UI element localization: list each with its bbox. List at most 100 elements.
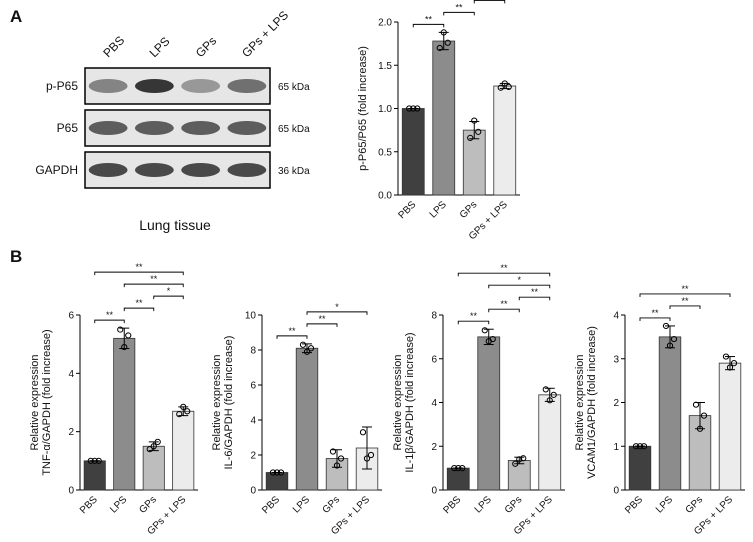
sig-bracket [94,319,125,324]
data-point [700,412,708,419]
y-tick-label: 2 [68,427,74,438]
y-axis-label: Relative expression [29,355,41,451]
x-tick-label: LPS [654,494,675,515]
y-tick-label: 0 [250,486,256,497]
lane-label: GPs [193,34,219,60]
y-axis-label: Relative expression [574,355,586,451]
data-point [363,455,371,462]
sig-label: * [335,302,339,312]
blot-band [227,121,267,135]
data-point [184,408,191,415]
bar [493,85,517,196]
y-axis-label: TNF-α/GAPDH (fold increase) [41,329,53,475]
data-point [444,39,451,46]
y-tick-label: 0.0 [378,191,392,202]
data-point [367,451,375,459]
data-point [146,446,153,453]
bar [295,347,319,491]
sig-bracket [123,307,155,312]
sig-bracket [412,23,445,28]
sig-label: ** [150,274,158,284]
x-tick-label: PBS [78,494,100,516]
lane-label: LPS [147,34,173,60]
error-bar [178,406,189,417]
data-point [410,105,417,112]
data-point [471,117,478,124]
data-point [303,348,311,355]
size-label: 36 kDa [278,166,310,177]
data-point [505,83,512,90]
blot-band [134,163,174,177]
bar [432,40,456,196]
panel-label: A [10,7,22,26]
data-point [640,443,648,450]
sig-bracket [443,11,475,16]
sig-label: ** [531,287,539,297]
data-point [273,469,281,476]
x-tick-label: LPS [291,494,312,515]
sig-bracket [518,296,551,301]
sig-label: ** [135,262,143,272]
y-tick-label: 1.5 [378,61,392,72]
y-tick-label: 2.0 [378,18,392,29]
sig-label: ** [425,14,433,24]
lane-label: GPs + LPS [239,8,291,60]
bar [401,108,425,196]
bar [172,410,195,491]
sig-label: ** [681,284,689,294]
x-tick-label: GPs [458,199,480,221]
sig-label: ** [135,298,143,308]
data-point [632,443,640,450]
data-point [150,443,157,450]
row-label: p-P65 [46,79,78,93]
y-tick-label: 0 [68,486,74,497]
blot-band [181,121,221,135]
sig-label: ** [500,299,508,309]
sig-bracket [123,283,184,288]
data-point [455,465,462,472]
data-point [696,425,704,432]
data-point [546,397,553,404]
y-axis-label: IL-1β/GAPDH (fold increase) [404,332,416,472]
sig-bracket [94,271,184,276]
size-label: 65 kDa [278,82,310,93]
x-tick-label: LPS [473,494,494,515]
y-tick-label: 8 [250,346,256,357]
y-tick-label: 4 [431,398,437,409]
sig-bracket [306,323,338,327]
data-point [87,457,94,464]
data-point [154,438,161,445]
sig-bracket [457,320,490,325]
x-tick-label: PBS [396,199,418,221]
y-axis-label: p-P65/P65 (fold increase) [357,46,369,171]
sig-bracket [488,308,520,313]
y-tick-label: 4 [68,369,74,380]
data-point [269,469,277,476]
size-label: 65 kDa [278,124,310,135]
data-point [636,443,644,450]
data-point [117,326,124,333]
data-point [512,460,519,467]
sig-bracket [488,284,551,289]
bar [477,336,501,491]
data-point [440,29,447,36]
y-tick-label: 0.5 [378,147,392,158]
sig-label: ** [470,311,478,321]
y-tick-label: 2 [431,442,437,453]
y-tick-label: 2 [250,451,256,462]
sig-label: ** [106,310,114,320]
y-tick-label: 4 [250,416,256,427]
row-label: P65 [57,121,79,135]
sig-label: ** [500,263,508,273]
y-tick-label: 2 [613,398,619,409]
sig-bracket [306,311,368,315]
data-point [670,335,678,343]
data-point [414,105,421,112]
sig-label: ** [288,326,296,336]
error-bar [544,387,555,402]
blot-band [227,163,267,177]
sig-bracket [153,295,184,300]
data-point [95,457,102,464]
data-point [542,386,549,393]
data-point [662,322,670,330]
